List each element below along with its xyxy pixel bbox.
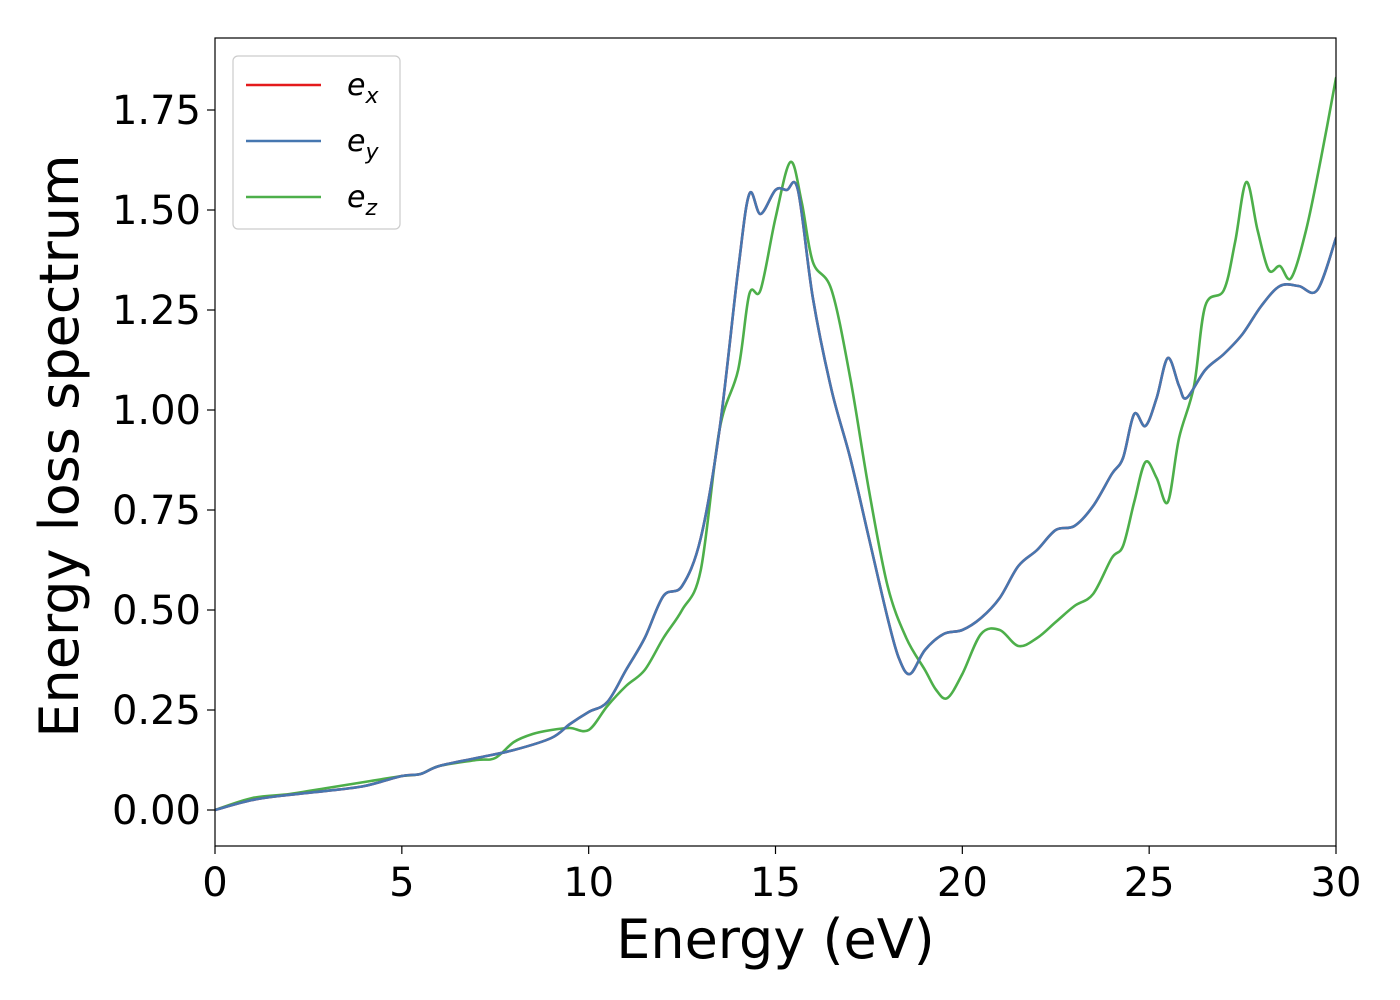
x-tick-label: 10 <box>563 860 614 906</box>
y-tick-label: 1.75 <box>112 88 201 134</box>
x-tick-label: 5 <box>389 860 414 906</box>
ticks-layer: 0 5 10 15 20 25 30 0.00 0.25 0.50 0.75 1.00 1.25 1.50… <box>112 88 1362 906</box>
y-tick-label: 0.75 <box>112 488 201 534</box>
y-tick-label: 1.25 <box>112 288 201 334</box>
legend-label-ey: ey <box>347 124 379 165</box>
legend-label-ez: ez <box>347 180 377 221</box>
legend-label-ex: ex <box>347 68 379 109</box>
y-tick-label: 1.00 <box>112 388 201 434</box>
x-tick-label: 15 <box>750 860 801 906</box>
series-line-ey <box>215 180 1336 812</box>
y-axis-label: Energy loss spectrum <box>28 154 91 737</box>
y-tick-label: 0.00 <box>112 788 201 834</box>
x-tick-label: 20 <box>937 860 988 906</box>
x-axis-label: Energy (eV) <box>616 908 935 971</box>
legend-box <box>232 55 401 230</box>
y-tick-label: 0.25 <box>112 688 201 734</box>
x-tick-label: 0 <box>202 860 227 906</box>
y-tick-label: 0.50 <box>112 588 201 634</box>
x-tick-label: 25 <box>1124 860 1175 906</box>
series-line-ez <box>215 76 1336 812</box>
legend: ex ey ez <box>232 55 401 230</box>
y-tick-label: 1.50 <box>112 188 201 234</box>
series-layer <box>215 76 1336 812</box>
x-tick-label: 30 <box>1311 860 1362 906</box>
